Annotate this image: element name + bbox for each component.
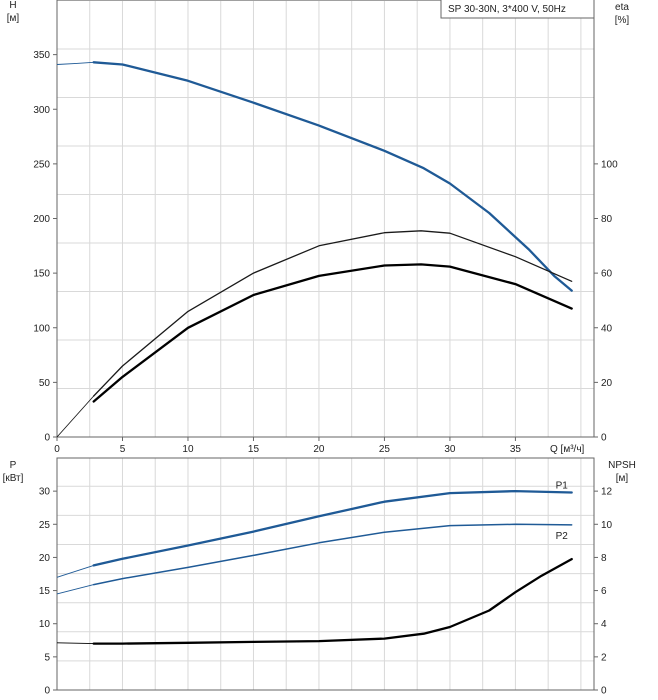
- series-label-p2: P2: [556, 531, 569, 542]
- x-tick-label: 15: [248, 444, 260, 455]
- left-tick-label: 20: [39, 553, 51, 564]
- curve-extension: [56, 395, 95, 438]
- right-axis-title: eta: [615, 2, 629, 13]
- right-axis-title: NPSH: [608, 460, 636, 471]
- left-tick-label: 150: [33, 269, 50, 280]
- left-tick-label: 10: [39, 619, 51, 630]
- right-tick-label: 8: [601, 553, 607, 564]
- left-tick-label: 0: [44, 686, 50, 697]
- right-tick-label: 2: [601, 652, 607, 663]
- left-tick-label: 5: [44, 652, 50, 663]
- right-tick-label: 20: [601, 378, 613, 389]
- right-tick-label: 100: [601, 159, 618, 170]
- curve-series-2: [92, 263, 573, 403]
- left-tick-label: 350: [33, 50, 50, 61]
- x-tick-label: 10: [182, 444, 194, 455]
- series-label-p1: P1: [556, 480, 569, 491]
- right-tick-label: 80: [601, 214, 613, 225]
- left-tick-label: 0: [44, 433, 50, 444]
- right-tick-label: 40: [601, 323, 613, 334]
- right-axis-unit: [%]: [615, 15, 630, 26]
- left-tick-label: 200: [33, 214, 50, 225]
- curve-extension: [56, 564, 94, 578]
- x-tick-label: 25: [379, 444, 391, 455]
- right-tick-label: 0: [601, 433, 607, 444]
- left-tick-label: 250: [33, 159, 50, 170]
- right-tick-label: 10: [601, 520, 613, 531]
- curve-p1: [92, 489, 573, 567]
- left-tick-label: 30: [39, 487, 51, 498]
- left-axis-title: P: [10, 460, 17, 471]
- chart-title-box: [440, 0, 595, 19]
- right-tick-label: 60: [601, 269, 613, 280]
- left-tick-label: 15: [39, 586, 51, 597]
- curve-series-2: [92, 557, 573, 645]
- left-axis-unit: [м]: [7, 13, 20, 24]
- right-tick-label: 4: [601, 619, 607, 630]
- plot-frame: [56, 0, 595, 438]
- left-tick-label: 300: [33, 105, 50, 116]
- left-tick-label: 25: [39, 520, 51, 531]
- x-axis-label: Q [м³/ч]: [550, 444, 585, 455]
- plot-frame: [56, 457, 595, 691]
- curve-series-0: [92, 61, 573, 292]
- left-tick-label: 50: [39, 378, 51, 389]
- x-tick-label: 20: [313, 444, 325, 455]
- left-axis-title: H: [9, 0, 16, 11]
- left-axis-unit: [кВт]: [3, 473, 24, 484]
- curve-extension: [56, 642, 94, 645]
- curve-p2: [92, 523, 573, 586]
- curve-extension: [56, 61, 94, 65]
- curve-series-1: [93, 230, 573, 397]
- chart-title: SP 30-30N, 3*400 V, 50Hz: [448, 4, 566, 15]
- left-tick-label: 100: [33, 323, 50, 334]
- curve-extension: [56, 584, 94, 595]
- x-tick-label: 5: [120, 444, 126, 455]
- x-tick-label: 0: [54, 444, 60, 455]
- x-tick-label: 35: [510, 444, 522, 455]
- x-tick-label: 30: [444, 444, 456, 455]
- right-tick-label: 0: [601, 686, 607, 697]
- right-tick-label: 6: [601, 586, 607, 597]
- right-tick-label: 12: [601, 487, 613, 498]
- right-axis-unit: [м]: [616, 473, 629, 484]
